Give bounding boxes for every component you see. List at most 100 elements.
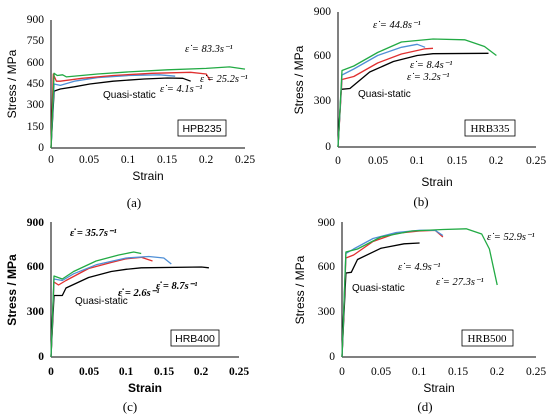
series-line: [50, 255, 172, 358]
series-line: [50, 74, 176, 149]
y-tick-label: 900: [314, 6, 332, 18]
x-tick-label: 0.05: [79, 154, 99, 166]
y-tick-label: 600: [314, 50, 332, 62]
panel-c-series: [50, 251, 209, 358]
panel-c-label: (c): [123, 399, 137, 414]
x-tick-label: 0.15: [157, 154, 177, 166]
panel-c-grade-label: HRB400: [175, 333, 215, 345]
series-line: [337, 38, 497, 148]
panel-d-x-ticks: 0 0.05 0.1 0.15 0.2 0.25: [339, 366, 546, 378]
x-tick-label: 0.15: [154, 366, 174, 378]
series-line: [50, 256, 153, 358]
panel-d-grade-label: HRB500: [467, 333, 507, 345]
x-tick-label: 0: [48, 366, 54, 378]
series-line: [50, 266, 209, 358]
x-tick-label: 0: [48, 154, 54, 166]
x-tick-label: 0.05: [368, 155, 388, 167]
y-tick-label: 300: [318, 306, 336, 318]
x-tick-label: 0.25: [526, 155, 546, 167]
series-line: [50, 251, 142, 358]
panel-a-grade-label: HPB235: [182, 123, 221, 135]
x-tick-label: 0.2: [490, 366, 505, 378]
x-tick-label: 0.05: [79, 366, 99, 378]
x-tick-label: 0.1: [121, 154, 136, 166]
panel-c-y-ticks: 900 600 300 0: [27, 217, 45, 363]
y-tick-label: 150: [27, 121, 45, 133]
y-tick-label: 600: [27, 57, 45, 69]
panel-d-x-axis-label: Strain: [423, 381, 454, 395]
y-tick-label: 900: [27, 14, 45, 26]
series-line: [50, 71, 211, 149]
panel-a-series: [50, 66, 246, 149]
x-tick-label: 0: [335, 155, 341, 167]
panel-b-y-ticks: 900 600 300 0: [314, 6, 332, 153]
annotation: ε̇ = 2.6s⁻¹: [118, 288, 159, 299]
annotation: ε̇ = 4.9s⁻¹: [398, 262, 440, 273]
y-tick-label: 0: [325, 141, 331, 153]
y-tick-label: 900: [27, 217, 45, 229]
annotation: ε̇ = 44.8s⁻¹: [373, 20, 421, 31]
annotation: ε̇ = 83.3s⁻¹: [185, 44, 233, 55]
x-tick-label: 0.25: [526, 366, 546, 378]
x-tick-label: 0.05: [371, 366, 391, 378]
panel-a: 900 750 600 450 300 150 0 0 0.05 0.1 0.1…: [5, 14, 255, 210]
panel-a-grade-box: [177, 119, 227, 137]
annotation: Quasi-static: [75, 296, 128, 307]
panel-a-y-ticks: 900 750 600 450 300 150 0: [27, 14, 45, 154]
panel-a-x-ticks: 0 0.05 0.1 0.15 0.2 0.25: [48, 154, 255, 166]
x-tick-label: 0.15: [448, 366, 468, 378]
annotation: ε̇ = 27.3s⁻¹: [436, 277, 484, 288]
y-tick-label: 750: [27, 35, 45, 47]
y-tick-label: 450: [27, 78, 45, 90]
panel-d-y-axis-label: Stress / MPa: [293, 255, 307, 324]
panel-d-series: [341, 228, 498, 358]
y-tick-label: 900: [318, 217, 336, 229]
y-tick-label: 600: [318, 261, 336, 273]
x-tick-label: 0.25: [235, 154, 255, 166]
x-tick-label: 0.15: [447, 155, 467, 167]
annotation: ε̇ = 52.9s⁻¹: [487, 232, 535, 243]
series-line: [50, 66, 246, 149]
annotation: ε̇ = 8.4s⁻¹: [410, 60, 452, 71]
panel-c-x-axis-label: Strain: [128, 381, 162, 395]
panel-d-label: (d): [417, 399, 432, 414]
panel-c-y-axis-label: Stress / MPa: [5, 254, 19, 326]
panel-a-y-axis-label: Stress / MPa: [5, 49, 19, 118]
annotation: Quasi-static: [352, 283, 405, 294]
panel-b-x-ticks: 0 0.05 0.1 0.15 0.2 0.25: [335, 155, 546, 167]
x-tick-label: 0.1: [119, 366, 134, 378]
annotation: ε̇ = 25.2s⁻¹: [200, 74, 248, 85]
annotation: ε̇ = 3.2s⁻¹: [407, 72, 449, 83]
panel-b-y-axis-label: Stress / MPa: [292, 45, 306, 114]
annotation: ε̇ = 35.7s⁻¹: [70, 228, 117, 239]
panel-b-grade-label: HRB335: [470, 123, 510, 135]
panel-d-y-ticks: 900 600 300 0: [318, 217, 336, 363]
x-tick-label: 0.25: [229, 366, 249, 378]
y-tick-label: 600: [27, 261, 45, 273]
panel-b-series: [337, 38, 497, 148]
y-tick-label: 300: [27, 306, 45, 318]
annotation: Quasi-static: [358, 89, 411, 100]
y-tick-label: 0: [38, 142, 44, 154]
x-tick-label: 0.1: [410, 155, 425, 167]
panel-c: 900 600 300 0 0 0.05 0.1 0.15 0.2 0.25 S…: [5, 217, 249, 414]
panel-a-x-axis-label: Strain: [132, 169, 163, 183]
y-tick-label: 300: [27, 99, 45, 111]
y-tick-label: 0: [329, 351, 335, 363]
annotation: Quasi-static: [103, 90, 156, 101]
panel-b-label: (b): [413, 194, 428, 209]
series-line: [341, 242, 420, 358]
x-tick-label: 0: [339, 366, 345, 378]
x-tick-label: 0.1: [412, 366, 427, 378]
panel-a-label: (a): [127, 195, 141, 210]
panel-d-grade-box: [461, 329, 514, 347]
panel-d: 900 600 300 0 0 0.05 0.1 0.15 0.2 0.25 S…: [293, 217, 546, 414]
x-tick-label: 0.2: [194, 366, 209, 378]
series-line: [341, 228, 498, 358]
annotation: ε̇ = 8.7s⁻¹: [156, 281, 197, 292]
panel-c-grade-box: [170, 329, 220, 347]
panel-c-x-ticks: 0 0.05 0.1 0.15 0.2 0.25: [48, 366, 249, 378]
panel-b-grade-box: [464, 119, 516, 137]
x-tick-label: 0.2: [199, 154, 214, 166]
